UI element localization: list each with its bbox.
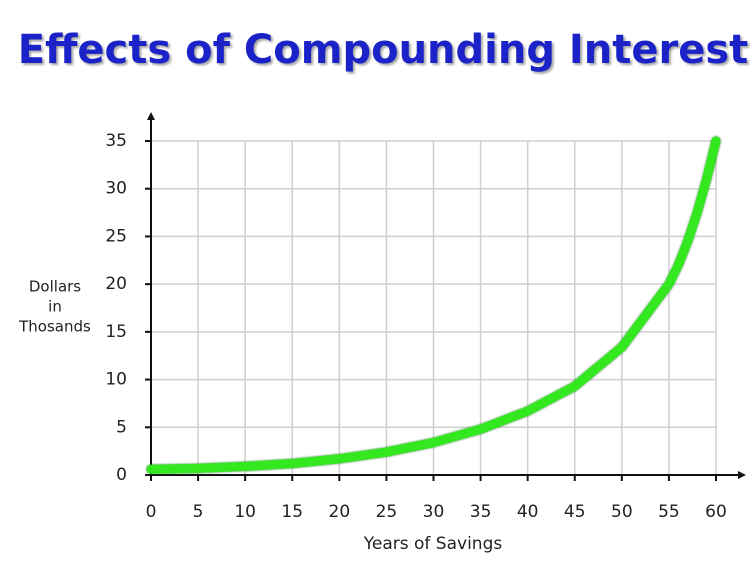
x-tick-label: 15	[281, 502, 303, 522]
y-tick-label: 0	[116, 465, 127, 485]
chart-title: Effects of Compounding Interest	[18, 27, 749, 73]
y-tick-label: 10	[105, 370, 127, 390]
x-tick-label: 30	[423, 502, 445, 522]
data-line	[146, 136, 721, 474]
x-tick-label: 25	[376, 502, 398, 522]
x-tick-label: 60	[705, 502, 727, 522]
x-tick-label: 0	[146, 502, 157, 522]
x-tick-label: 40	[517, 502, 539, 522]
y-tick-label: 25	[105, 226, 127, 246]
y-axis-label: in	[48, 298, 62, 316]
y-tick-label: 30	[105, 179, 127, 199]
y-tick-label: 35	[105, 131, 127, 151]
x-tick-label: 20	[329, 502, 351, 522]
y-axis-arrow	[147, 112, 155, 120]
x-axis-arrow	[738, 471, 746, 479]
x-tick-label: 10	[234, 502, 256, 522]
x-tick-label: 55	[658, 502, 680, 522]
x-tick-label: 50	[611, 502, 633, 522]
y-tick-label: 20	[105, 274, 127, 294]
y-tick-label: 15	[105, 322, 127, 342]
x-tick-label: 35	[470, 502, 492, 522]
y-tick-label: 5	[116, 417, 127, 437]
x-axis-label: Years of Savings	[363, 534, 503, 554]
x-tick-label: 45	[564, 502, 586, 522]
x-tick-label: 5	[193, 502, 204, 522]
y-axis-label: Dollars	[29, 278, 81, 296]
y-axis-label: Thosands	[18, 318, 91, 336]
